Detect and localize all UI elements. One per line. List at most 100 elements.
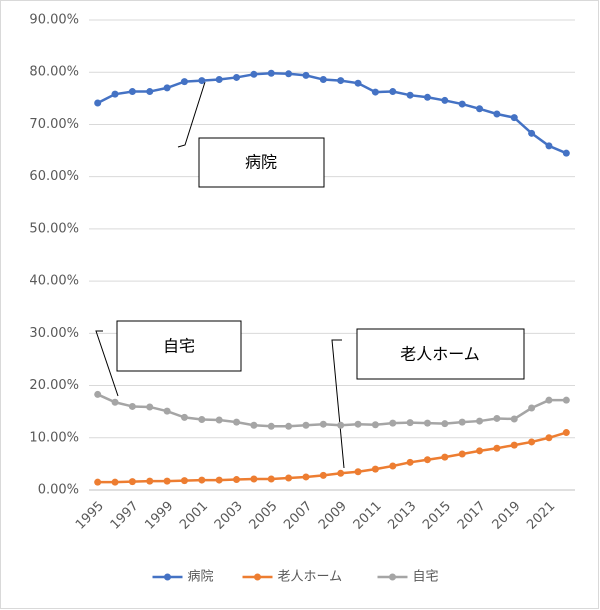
- leader-line: [95, 330, 119, 397]
- point: [267, 69, 275, 77]
- point: [233, 418, 241, 426]
- point: [128, 88, 136, 96]
- point: [198, 476, 206, 484]
- point: [198, 77, 206, 85]
- point: [441, 420, 449, 428]
- point: [94, 99, 102, 107]
- point: [441, 96, 449, 104]
- point: [493, 444, 501, 452]
- point: [510, 441, 518, 449]
- point: [423, 456, 431, 464]
- point: [510, 415, 518, 423]
- point: [163, 477, 171, 485]
- point: [371, 465, 379, 473]
- point: [406, 91, 414, 99]
- point: [146, 477, 154, 485]
- point: [267, 475, 275, 483]
- y-tick-label: 70.00%: [29, 117, 79, 132]
- point: [198, 416, 206, 423]
- point: [215, 476, 223, 484]
- point: [441, 453, 449, 461]
- point: [476, 417, 484, 425]
- point: [389, 419, 397, 427]
- annotation: 老人ホーム: [400, 345, 480, 364]
- point: [128, 478, 136, 486]
- point: [146, 88, 154, 96]
- annotation-box: [356, 328, 525, 380]
- point: [371, 88, 379, 96]
- point: [493, 414, 501, 422]
- annotation: 自宅: [163, 337, 195, 356]
- y-tick-label: 90.00%: [29, 13, 79, 28]
- series-line: [97, 72, 567, 155]
- point: [337, 77, 345, 85]
- y-tick-label: 30.00%: [29, 326, 79, 341]
- point: [337, 421, 345, 429]
- legend-marker: [254, 573, 261, 581]
- point: [111, 90, 119, 98]
- point: [250, 421, 258, 429]
- point: [354, 79, 362, 87]
- point: [250, 70, 258, 78]
- point: [302, 421, 310, 429]
- point: [94, 390, 102, 398]
- point: [389, 462, 397, 470]
- point: [493, 110, 501, 118]
- point: [267, 422, 275, 430]
- point: [562, 396, 570, 404]
- point: [562, 429, 570, 437]
- point: [94, 478, 102, 486]
- point: [302, 71, 310, 79]
- point: [545, 396, 553, 404]
- point: [163, 407, 171, 415]
- legend-marker: [164, 573, 171, 581]
- point: [423, 419, 431, 427]
- point: [528, 438, 536, 446]
- point: [423, 93, 431, 101]
- point: [476, 105, 484, 113]
- point: [215, 76, 223, 84]
- point: [458, 418, 466, 426]
- point: [319, 420, 327, 428]
- point: [528, 404, 536, 412]
- annotations: [95, 81, 525, 469]
- point: [545, 142, 553, 150]
- point: [180, 477, 188, 485]
- y-tick-label: 40.00%: [29, 274, 79, 289]
- leader-line: [177, 81, 206, 148]
- y-tick-label: 10.00%: [29, 430, 79, 445]
- point: [146, 403, 154, 411]
- annotation-box: [198, 137, 325, 188]
- annotation-box: [116, 320, 242, 372]
- y-tick-label: 60.00%: [29, 169, 79, 184]
- point: [250, 475, 258, 483]
- annotation: 病院: [245, 153, 277, 172]
- y-tick-label: 20.00%: [29, 378, 79, 393]
- point: [215, 416, 223, 424]
- point: [302, 473, 310, 481]
- series-line: [97, 393, 567, 428]
- point: [458, 450, 466, 458]
- series-line: [97, 431, 567, 484]
- point: [458, 100, 466, 108]
- point: [285, 474, 293, 482]
- point: [389, 88, 397, 96]
- point: [180, 413, 188, 421]
- point: [528, 129, 536, 137]
- point: [163, 84, 171, 92]
- point: [319, 471, 327, 479]
- legend-label: 自宅: [413, 570, 439, 585]
- y-tick-label: 50.00%: [29, 221, 79, 236]
- point: [337, 469, 345, 477]
- point: [128, 402, 136, 410]
- point: [233, 476, 241, 484]
- point: [111, 398, 119, 406]
- legend-label: 病院: [188, 570, 214, 585]
- legend-label: 老人ホーム: [278, 570, 343, 585]
- point: [510, 114, 518, 122]
- point: [285, 422, 293, 430]
- point: [233, 73, 241, 81]
- legend-marker: [389, 573, 396, 581]
